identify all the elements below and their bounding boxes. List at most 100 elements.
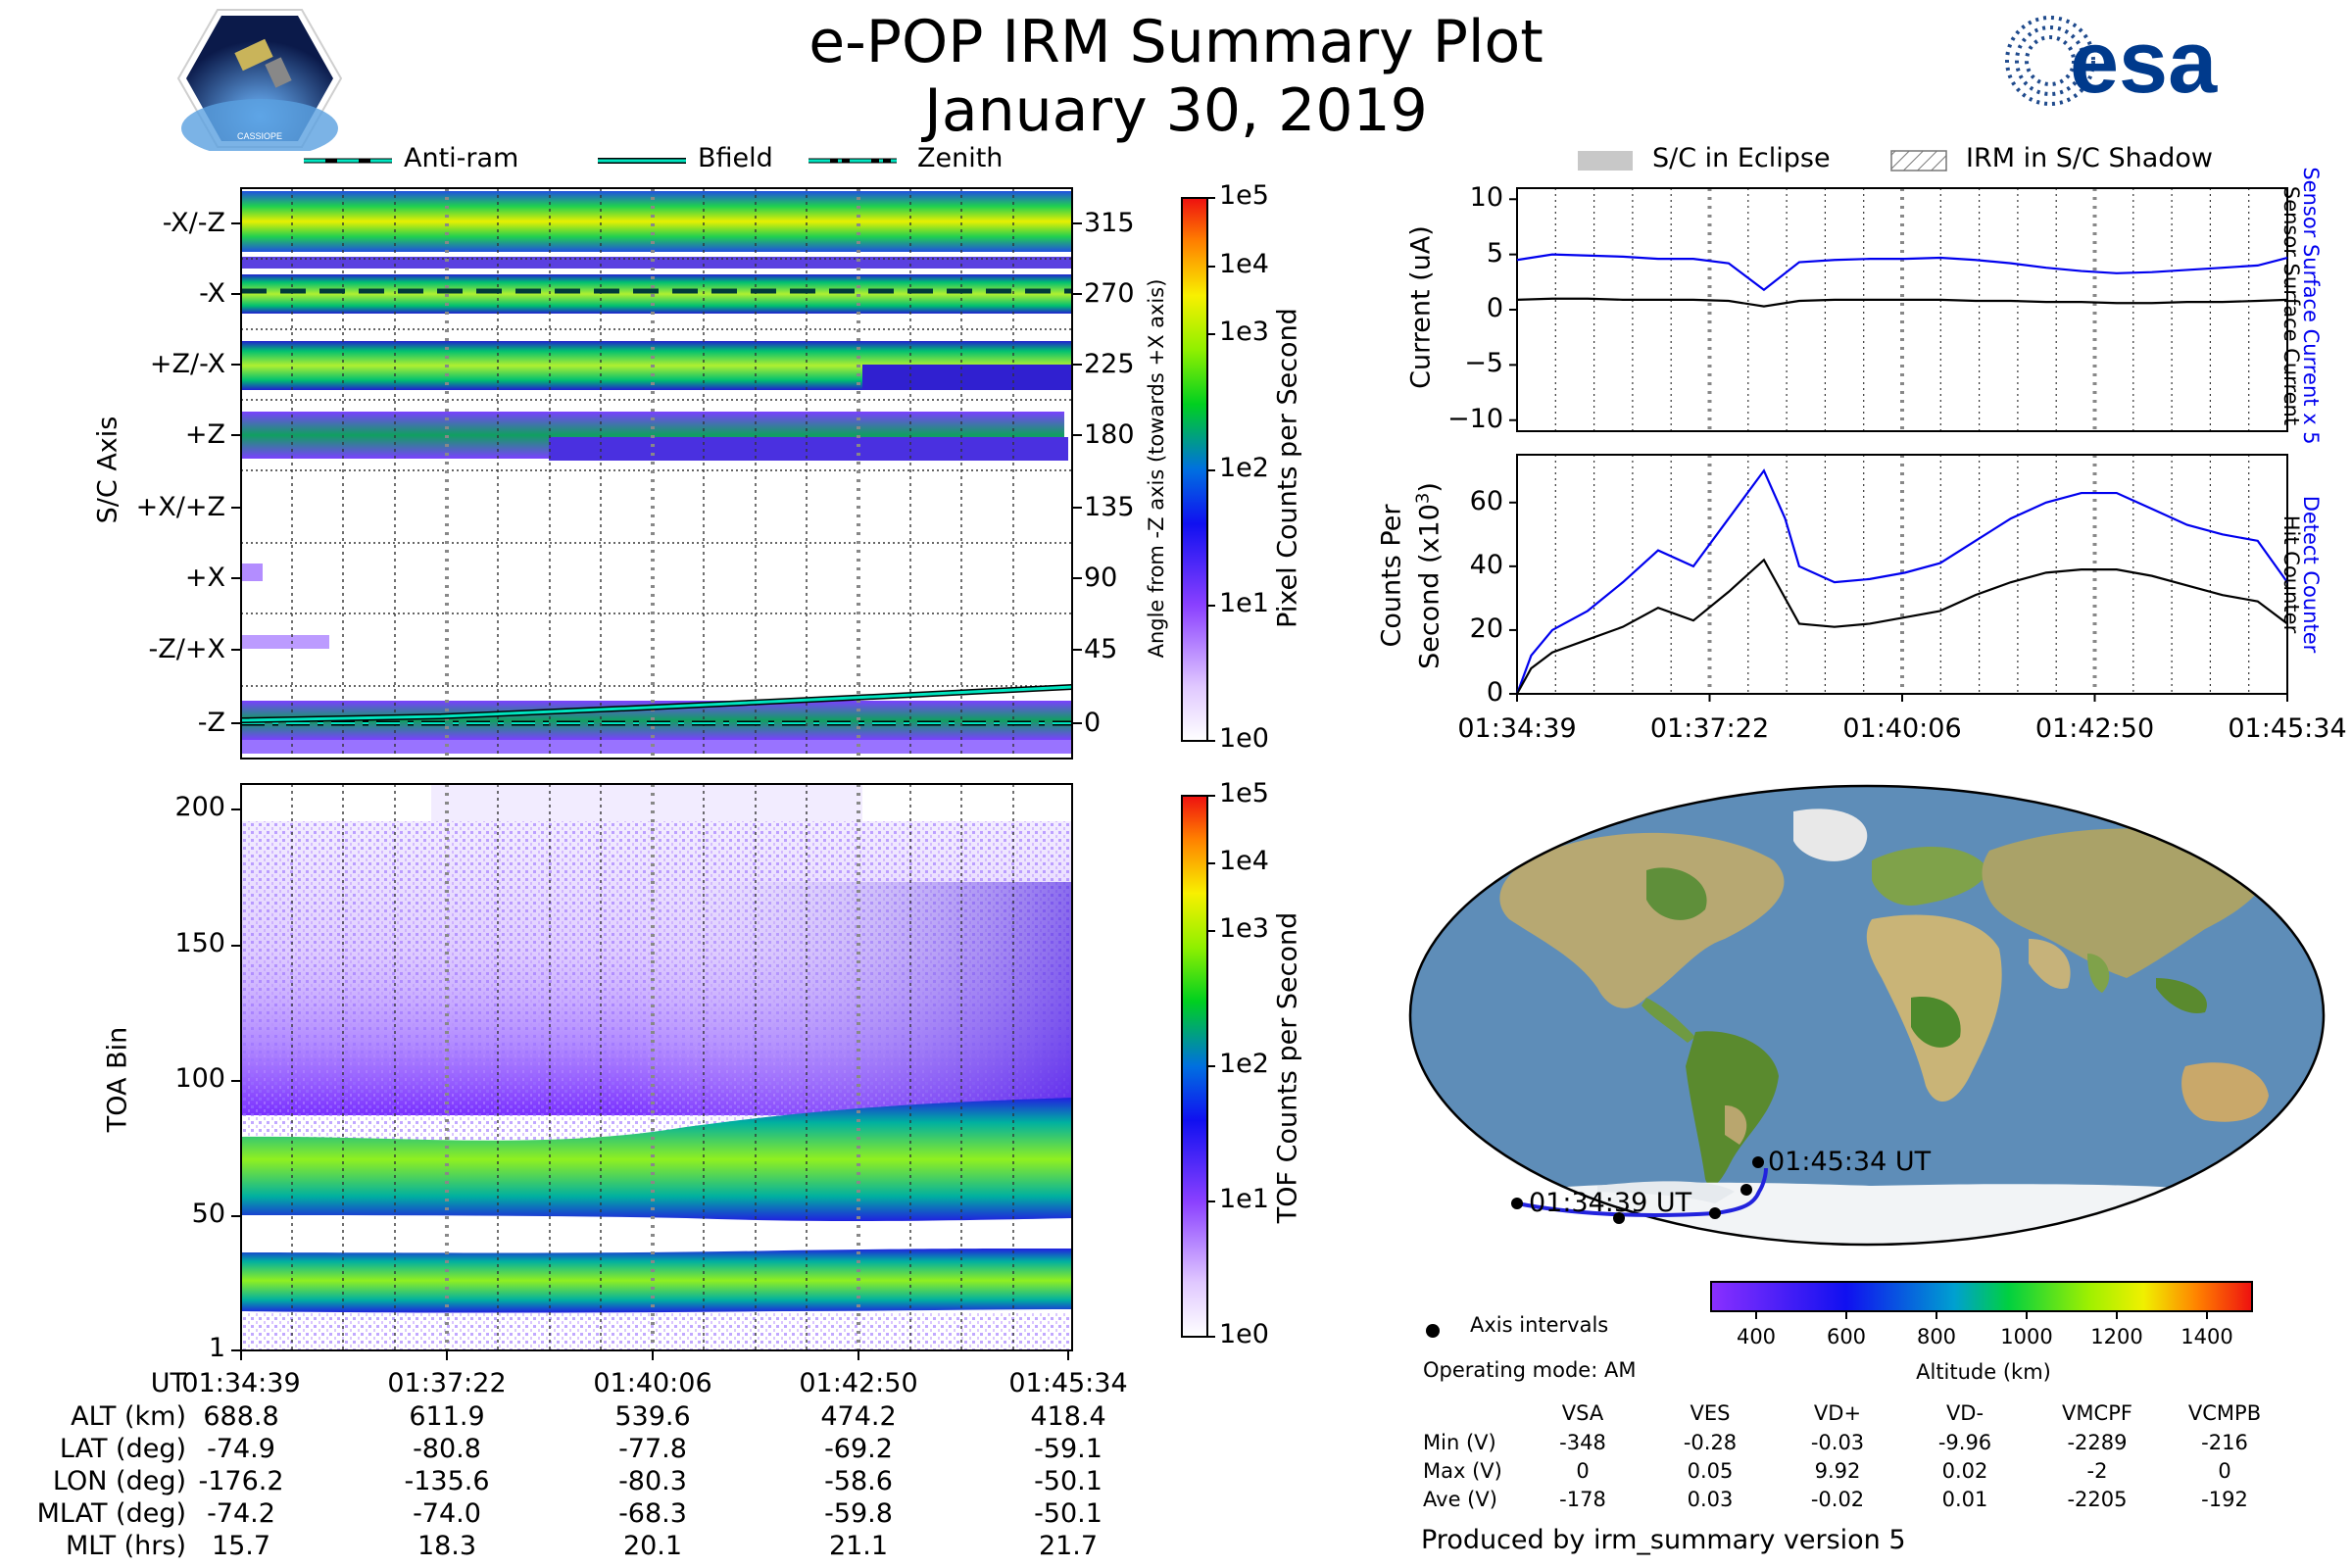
cb2-tick: 1e2 xyxy=(1219,1049,1269,1079)
series-line-black xyxy=(1516,297,2288,308)
ephem-value: -80.8 xyxy=(413,1434,481,1464)
legend-anti-ram-label: Anti-ram xyxy=(404,143,519,173)
vtable-cell: 0 xyxy=(1576,1459,1590,1483)
counts-ylabel-close: ) xyxy=(1414,482,1446,493)
y2tick-label: 315 xyxy=(1084,208,1135,238)
shadow-swatch xyxy=(1890,150,1947,172)
current-right-label-black: Sensor Surface Current xyxy=(2279,185,2303,426)
pixel-ytick-labels: -X/-Z -X +Z/-X +Z +X/+Z +X -Z/+X -Z xyxy=(59,182,225,770)
track-point xyxy=(1613,1212,1625,1224)
legend-bfield-label: Bfield xyxy=(698,143,773,173)
esa-text: esa xyxy=(2070,14,2218,110)
cb2-tick: 1e1 xyxy=(1219,1184,1269,1214)
legend-zenith-label: Zenith xyxy=(917,143,1004,173)
cb2-tick: 1e4 xyxy=(1219,846,1269,876)
legend-shadow-label: IRM in S/C Shadow xyxy=(1966,143,2214,173)
ytick-label: -X/-Z xyxy=(162,208,225,238)
ephem-value: -50.1 xyxy=(1034,1498,1102,1529)
ytick-label: -X xyxy=(199,278,225,309)
ephem-value: 21.1 xyxy=(828,1531,889,1561)
operating-mode: Operating mode: AM xyxy=(1423,1358,1637,1382)
vtable-row-label: Ave (V) xyxy=(1423,1488,1497,1511)
tof-ytick: 150 xyxy=(174,928,225,958)
y2tick-label: 135 xyxy=(1084,492,1135,522)
alt-tick: 800 xyxy=(1916,1325,1957,1348)
ytick-label: +Z/-X xyxy=(149,349,225,379)
pixel-panel xyxy=(231,187,1082,760)
vtable-cell: 0.01 xyxy=(1941,1488,1988,1511)
ephem-value: 15.7 xyxy=(211,1531,271,1561)
ephem-value: 418.4 xyxy=(1030,1401,1106,1432)
vtable-header: VD- xyxy=(1945,1401,1984,1425)
ytick-label: 60 xyxy=(1469,485,1503,516)
tof-ytick: 100 xyxy=(174,1063,225,1094)
alt-label: Altitude (km) xyxy=(1916,1360,2051,1384)
axis-intervals-marker xyxy=(1426,1324,1440,1338)
cassiope-text: CASSIOPE xyxy=(237,131,282,141)
vtable-header: VD+ xyxy=(1813,1401,1862,1425)
track-point xyxy=(1740,1184,1752,1196)
cb2-tick: 1e5 xyxy=(1219,778,1269,808)
counts-ylabel: Counts Per Second (x103) xyxy=(1377,419,1446,733)
ut-tick: 01:37:22 xyxy=(387,1368,507,1398)
tof-panel xyxy=(231,783,1073,1360)
alt-tick: 1200 xyxy=(2090,1325,2143,1348)
footer-text: Produced by irm_summary version 5 xyxy=(1421,1525,1906,1555)
cb2-tick: 1e0 xyxy=(1219,1319,1269,1349)
ytick-label: 5 xyxy=(1486,237,1503,269)
ut-label: UT xyxy=(150,1368,186,1398)
vtable-cell: -0.28 xyxy=(1683,1431,1738,1454)
map-start-label: 01:34:39 UT xyxy=(1529,1188,1692,1218)
ytick-label: +X xyxy=(184,563,225,593)
series-line-blue xyxy=(1516,253,2288,292)
ephem-value: 474.2 xyxy=(820,1401,897,1432)
xtick-label: 01:45:34 xyxy=(2228,713,2347,744)
ut-tick: 01:42:50 xyxy=(799,1368,918,1398)
counts-ylabel-line1: Counts Per xyxy=(1376,504,1407,648)
vtable-cell: -2 xyxy=(2086,1459,2108,1483)
vtable-header: VMCPF xyxy=(2062,1401,2132,1425)
ut-tick: 01:45:34 xyxy=(1008,1368,1128,1398)
vtable-row-label: Max (V) xyxy=(1423,1459,1502,1483)
vtable-header: VCMPB xyxy=(2187,1401,2262,1425)
ephem-label: MLT (hrs) xyxy=(65,1531,186,1561)
track-point xyxy=(1752,1156,1764,1168)
ephem-value: 20.1 xyxy=(622,1531,683,1561)
track-point xyxy=(1511,1198,1523,1209)
cb1-tick: 1e0 xyxy=(1219,723,1269,754)
ephem-label: LAT (deg) xyxy=(59,1434,186,1464)
legend-top xyxy=(304,158,897,164)
ephem-label: MLAT (deg) xyxy=(36,1498,186,1529)
vtable-cell: 9.92 xyxy=(1814,1459,1861,1483)
cb1-tick: 1e5 xyxy=(1219,180,1269,211)
world-map xyxy=(1408,784,2326,1247)
ephem-value: -69.2 xyxy=(824,1434,893,1464)
cassiope-logo: CASSIOPE xyxy=(176,9,343,151)
vtable-cell: 0 xyxy=(2218,1459,2231,1483)
ephem-label: LON (deg) xyxy=(52,1466,186,1496)
ytick-label: -Z/+X xyxy=(148,634,225,664)
alt-tick: 600 xyxy=(1826,1325,1867,1348)
series-line-black xyxy=(1516,558,2288,695)
alt-tick: 1000 xyxy=(2000,1325,2053,1348)
ytick-label: +X/+Z xyxy=(135,492,225,522)
vtable-cell: -216 xyxy=(2201,1431,2248,1454)
current-axes xyxy=(1516,187,2288,432)
ytick-label: -Z xyxy=(197,708,225,738)
counts-ylabel-text: Second (x10 xyxy=(1414,504,1446,669)
counts-right-label-black: Hit Counter xyxy=(2279,514,2303,634)
ephem-value: -74.2 xyxy=(207,1498,275,1529)
counts-ylabel-line2: Second (x103) xyxy=(1408,419,1446,733)
vtable-cell: 0.02 xyxy=(1941,1459,1988,1483)
xtick-label: 01:37:22 xyxy=(1649,713,1770,744)
right-line-plots xyxy=(1509,187,2288,702)
ephem-value: -74.9 xyxy=(207,1434,275,1464)
y2tick-label: 45 xyxy=(1084,634,1118,664)
vtable-cell: -2205 xyxy=(2067,1488,2128,1511)
ephem-value: 18.3 xyxy=(416,1531,477,1561)
counts-ylabel-sup: 3 xyxy=(1412,492,1434,505)
vtable-cell: -2289 xyxy=(2067,1431,2128,1454)
axis-intervals-label: Axis intervals xyxy=(1470,1313,1609,1337)
tof-ytick: 1 xyxy=(208,1333,225,1363)
altitude-colorbar xyxy=(1710,1281,2253,1319)
